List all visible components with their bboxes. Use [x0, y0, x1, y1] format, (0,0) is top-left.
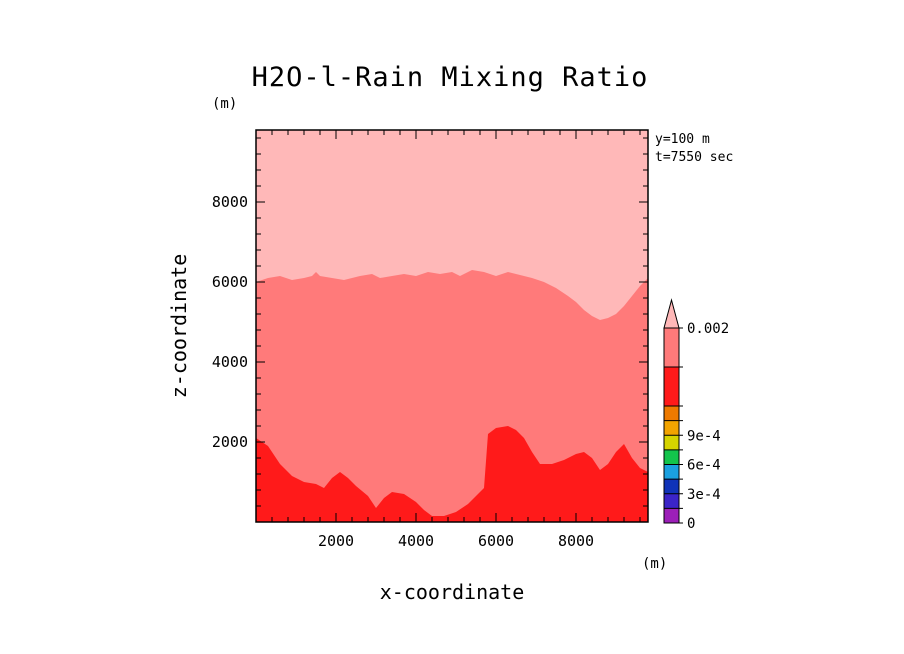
y-tick-label: 8000: [212, 193, 248, 211]
plot-frame: [255, 129, 649, 523]
x-tick-label: 8000: [558, 532, 594, 550]
colorbar-label: 6e-4: [687, 458, 721, 474]
colorbar-label: 9e-4: [687, 428, 721, 444]
region-lower-layer: [256, 426, 648, 522]
colorbar-label: 0.002: [687, 321, 729, 337]
colorbar-label: 0: [687, 516, 695, 532]
colorbar-swatch: [664, 464, 679, 480]
y-unit-label: (m): [212, 96, 237, 112]
colorbar-swatch: [664, 493, 679, 509]
x-tick-label: 4000: [398, 532, 434, 550]
x-tick-label: 2000: [318, 532, 354, 550]
x-tick-label: 6000: [478, 532, 514, 550]
annotation-y: y=100 m: [655, 132, 710, 147]
plot-axes: 2000 4000 6000 8000 2000 4000 6000 8000: [212, 129, 649, 550]
colorbar-swatch: [664, 508, 679, 523]
x-unit-label: (m): [642, 556, 667, 572]
colorbar: 0.002 9e-4 6e-4 3e-4 0: [663, 298, 729, 532]
y-axis-label: z-coordinate: [167, 254, 191, 399]
colorbar-swatch: [664, 435, 679, 450]
colorbar-label: 3e-4: [687, 487, 721, 503]
chart-title: H2O-l-Rain Mixing Ratio: [252, 62, 649, 93]
colorbar-swatch: [664, 420, 679, 436]
colorbar-swatch: [664, 406, 679, 421]
colorbar-swatch: [664, 367, 679, 406]
y-tick-label: 6000: [212, 273, 248, 291]
plot-regions: [256, 130, 648, 522]
colorbar-swatch: [664, 328, 679, 367]
annotation-t: t=7550 sec: [655, 150, 733, 165]
colorbar-swatch: [664, 449, 679, 465]
x-axis-label: x-coordinate: [380, 580, 525, 604]
colorbar-extension: [663, 298, 680, 329]
colorbar-swatch: [664, 479, 679, 494]
region-middle-layer: [256, 270, 648, 522]
y-tick-label: 4000: [212, 353, 248, 371]
y-tick-label: 2000: [212, 433, 248, 451]
